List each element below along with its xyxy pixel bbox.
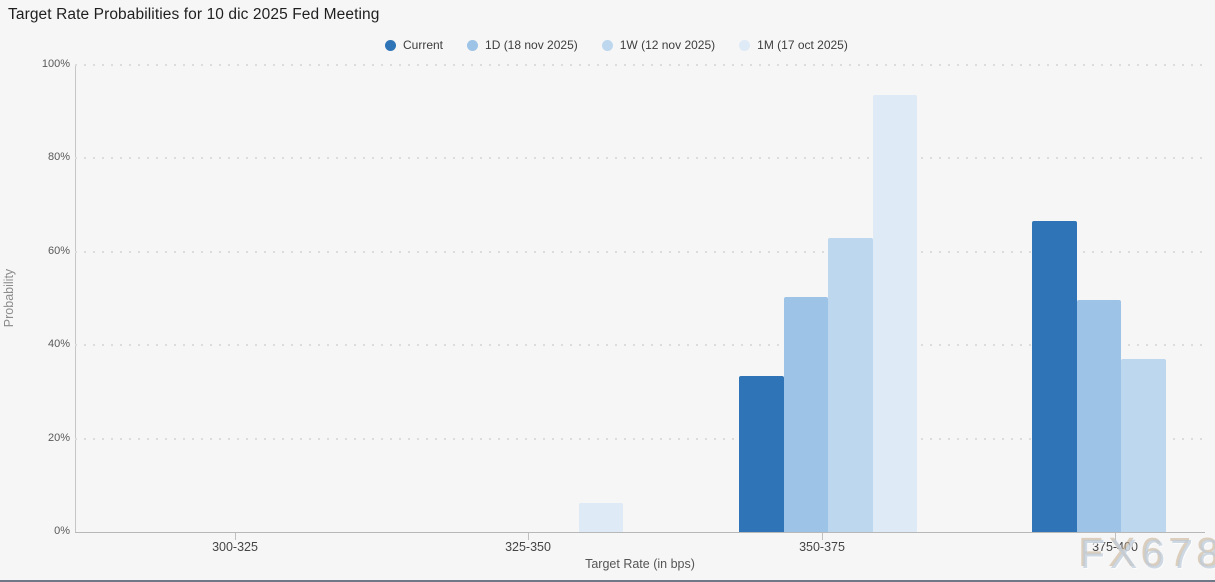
legend-label: 1D (18 nov 2025) <box>485 38 578 52</box>
x-axis-tick <box>822 533 823 540</box>
bar-1m-325-350 <box>578 502 623 532</box>
legend-marker-icon <box>739 39 751 51</box>
x-axis-category-label: 300-325 <box>212 540 258 554</box>
x-axis-category-label: 375-400 <box>1092 540 1138 554</box>
x-axis-tick <box>235 533 236 540</box>
y-gridline <box>75 344 1205 347</box>
y-axis-tick-label: 40% <box>47 338 70 351</box>
legend-marker-icon <box>601 39 613 51</box>
y-axis-tick-label: 0% <box>54 525 70 537</box>
y-axis-line <box>75 65 76 532</box>
x-axis-title: Target Rate (in bps) <box>585 557 695 571</box>
y-gridline <box>75 437 1205 440</box>
chart-legend: Current 1D (18 nov 2025) 1W (12 nov 2025) 1… <box>385 36 848 54</box>
legend-item-1d[interactable]: 1D (18 nov 2025) <box>467 38 578 52</box>
y-axis-tick-label: 100% <box>41 58 70 70</box>
bottom-edge-bar <box>0 580 1215 582</box>
y-axis-tick-label: 80% <box>47 151 70 164</box>
bar-current-375-400 <box>1032 220 1077 532</box>
bar-1m-350-375 <box>872 94 917 532</box>
y-axis-tick-label: 20% <box>47 431 70 444</box>
y-axis-tick-label: 60% <box>47 244 70 257</box>
fx678-watermark: FX678 <box>1080 531 1215 577</box>
x-axis-tick <box>528 533 529 540</box>
bar-current-350-375 <box>739 376 784 532</box>
legend-item-1m[interactable]: 1M (17 oct 2025) <box>739 38 848 52</box>
x-axis-category-label: 325-350 <box>505 540 551 554</box>
legend-item-1w[interactable]: 1W (12 nov 2025) <box>601 38 716 52</box>
bar-1w-350-375 <box>828 237 873 532</box>
y-gridline <box>75 64 1205 66</box>
bar-1d-375-400 <box>1076 299 1121 532</box>
legend-item-current[interactable]: Current <box>385 38 443 52</box>
chart-title: Target Rate Probabilities for 10 dic 202… <box>8 6 380 23</box>
legend-label: Current <box>403 38 444 52</box>
legend-label: 1W (12 nov 2025) <box>619 38 716 52</box>
y-axis-title: Probability <box>2 268 16 328</box>
y-gridline <box>75 157 1205 160</box>
legend-marker-icon <box>385 39 396 51</box>
legend-marker-icon <box>467 39 479 51</box>
x-axis-line <box>75 532 1205 533</box>
x-axis-category-label: 350-375 <box>799 540 845 554</box>
bar-1w-375-400 <box>1121 359 1166 532</box>
y-gridline <box>75 250 1205 253</box>
legend-label: 1M (17 oct 2025) <box>757 38 848 52</box>
x-axis-tick <box>1115 533 1116 540</box>
bar-1d-350-375 <box>783 297 828 532</box>
